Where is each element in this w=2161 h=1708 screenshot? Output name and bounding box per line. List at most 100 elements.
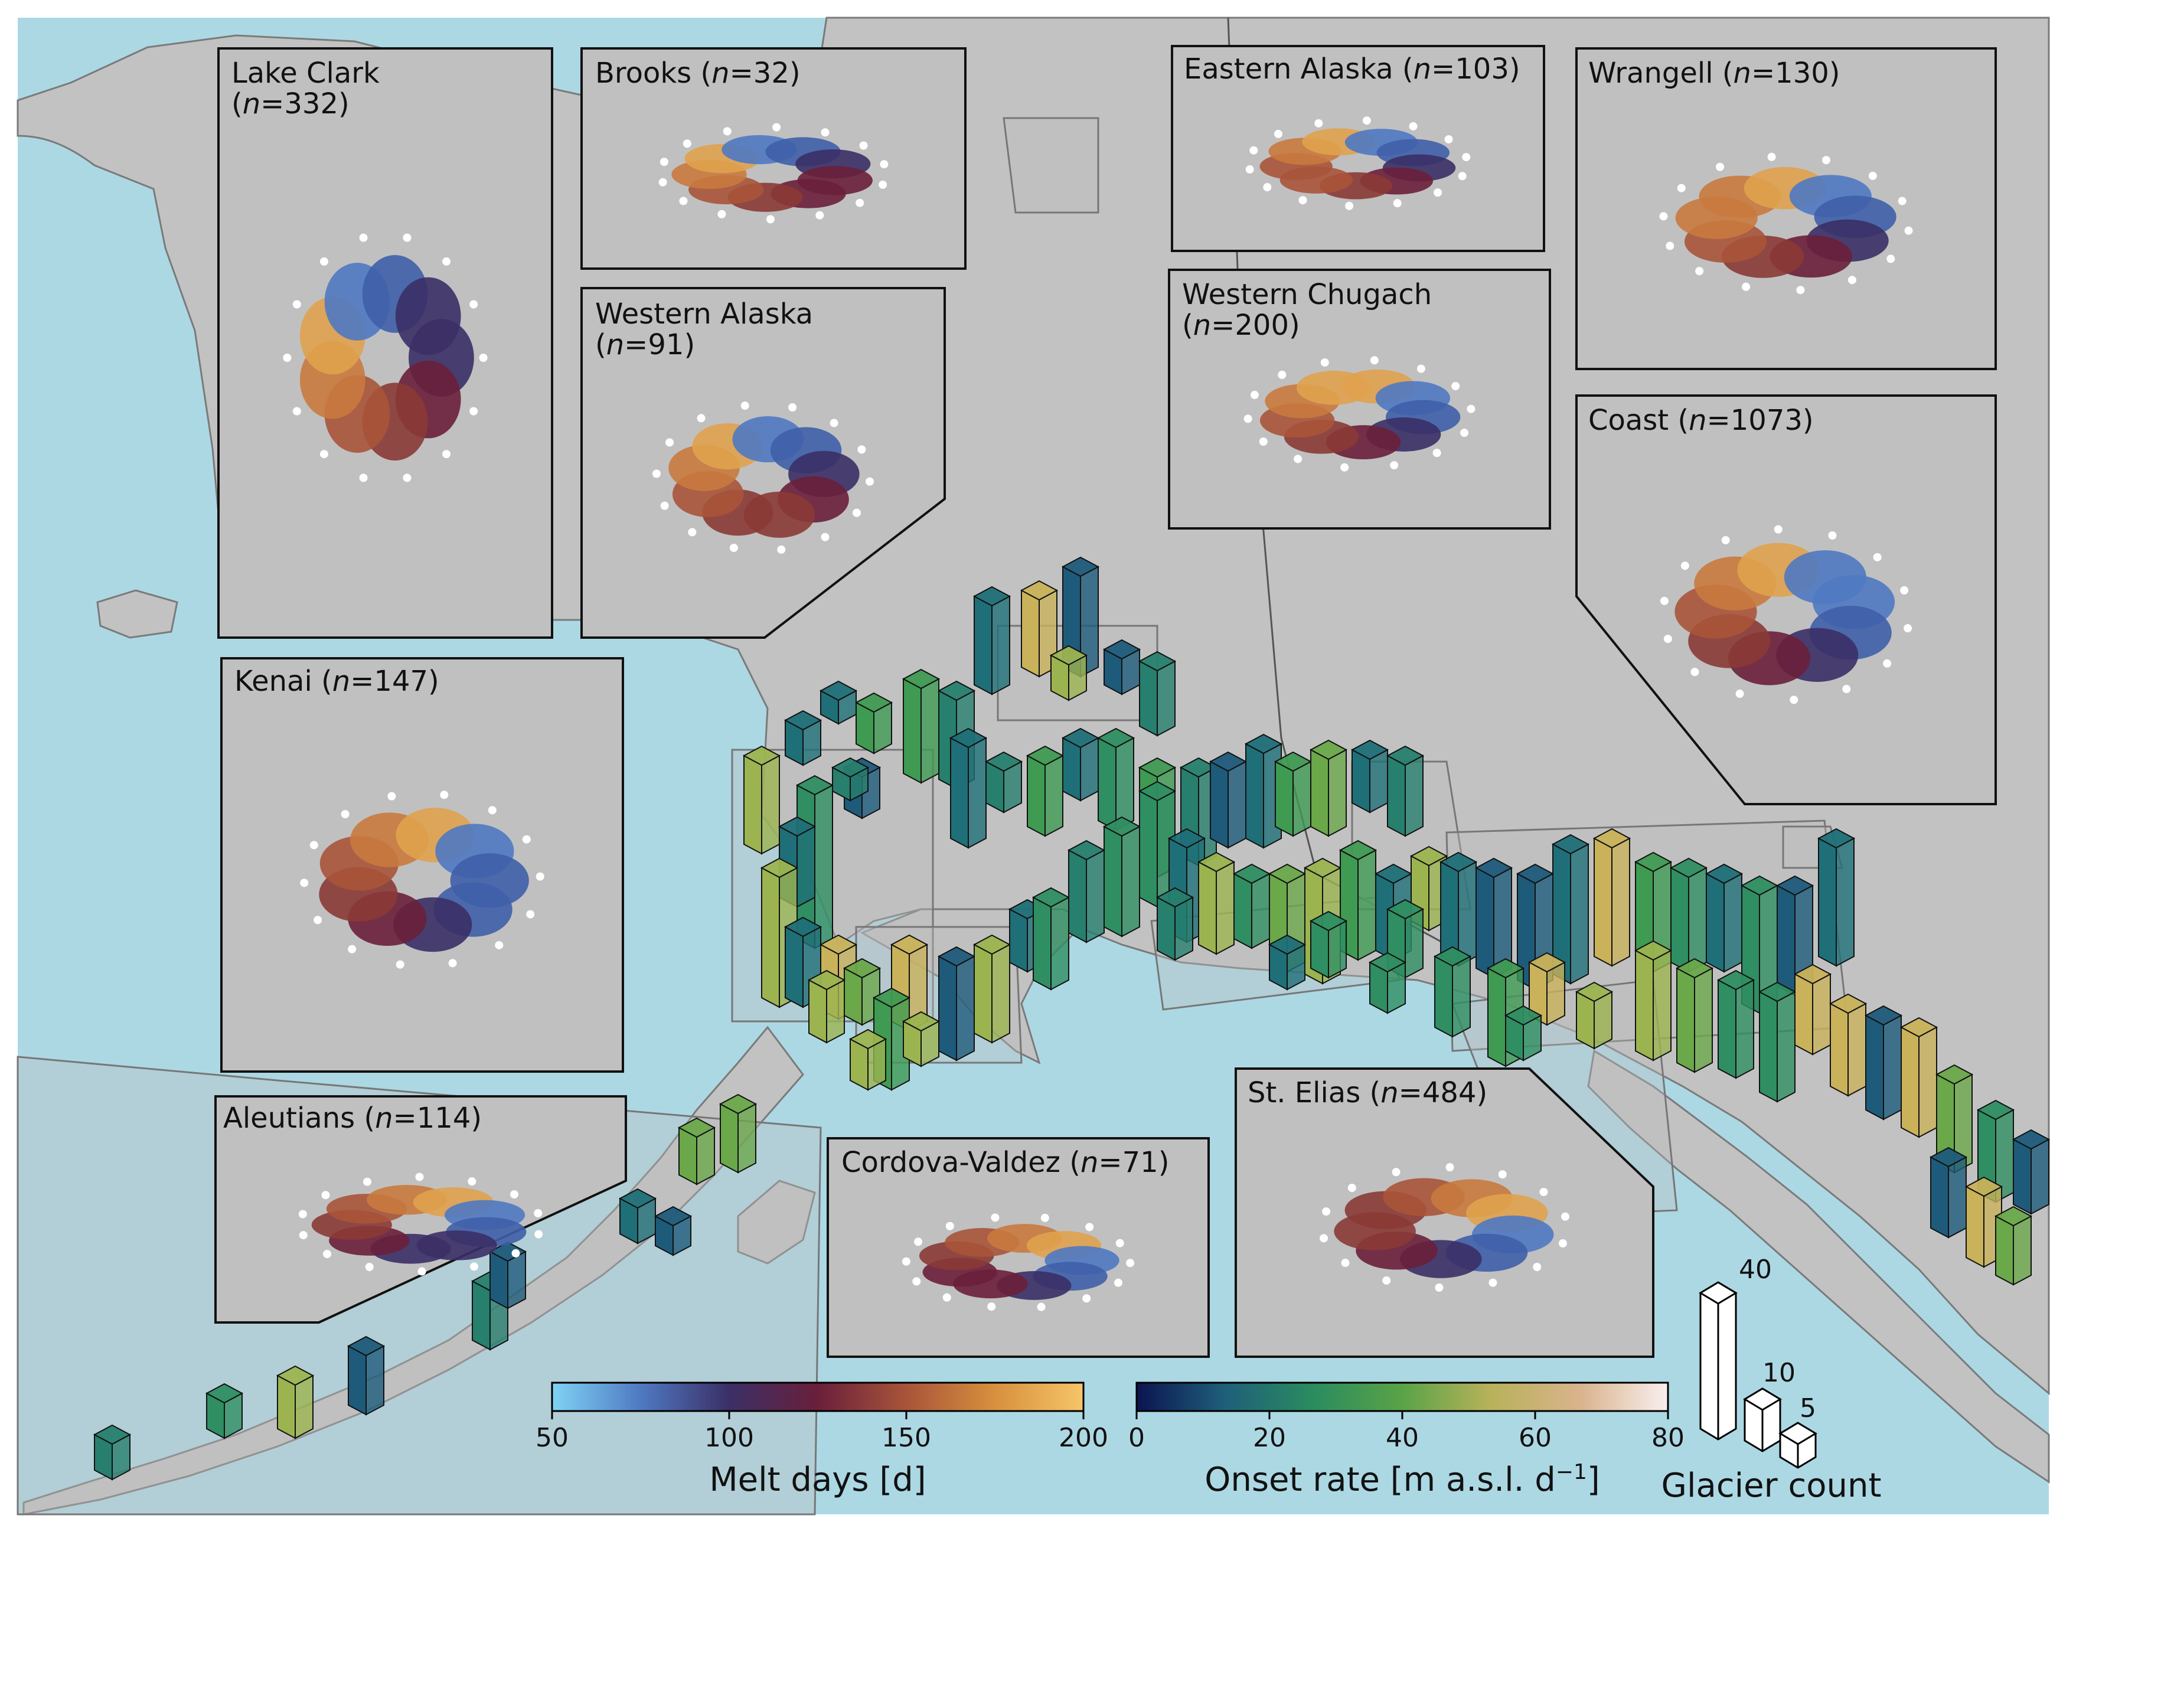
glacier-prism xyxy=(1994,1206,2033,1286)
inset-frame xyxy=(217,47,553,639)
glacier-outline xyxy=(1115,1239,1124,1247)
glacier-outline xyxy=(365,1262,374,1271)
glacier-outline xyxy=(729,543,738,552)
glacier-outline xyxy=(319,450,328,459)
glacier-outline xyxy=(415,1173,424,1181)
glacier-outline xyxy=(688,528,697,537)
glacier-outline xyxy=(1297,370,1372,405)
glacier-outline xyxy=(1561,1212,1569,1221)
glacier-prism xyxy=(784,710,822,766)
glacier-outline xyxy=(1245,165,1254,174)
glacier-prism xyxy=(1067,840,1106,943)
glacier-outline xyxy=(1451,381,1460,390)
legend-prism-10 xyxy=(1743,1387,1782,1452)
glacier-outline xyxy=(788,403,797,412)
glacier-prism xyxy=(1309,910,1348,979)
glacier-outline xyxy=(902,1257,910,1266)
legend-value-10: 10 xyxy=(1762,1358,1796,1388)
glacier-prism xyxy=(1155,887,1194,961)
glacier-prism xyxy=(1232,863,1271,949)
glacier-prism xyxy=(205,1383,244,1439)
onset-tick-label: 40 xyxy=(1386,1423,1419,1453)
glacier-outline xyxy=(1341,1259,1350,1268)
glacier-outline xyxy=(1721,535,1730,544)
glacier-prism xyxy=(1026,745,1065,837)
glacier-outline xyxy=(1695,267,1704,276)
glacier-outline xyxy=(348,945,357,953)
glacier-prism xyxy=(1102,816,1141,938)
inset-title: Eastern Alaska (n=103) xyxy=(1184,53,1520,86)
glacier-outline xyxy=(298,1210,307,1219)
glacier-outline xyxy=(777,545,786,554)
inset-brooks: Brooks (n=32) xyxy=(580,47,967,270)
glacier-prism xyxy=(819,680,858,725)
glacier-outline xyxy=(1314,119,1323,128)
melt-tick-label: 50 xyxy=(536,1423,569,1453)
glacier-outline xyxy=(652,469,661,478)
glacier-prism xyxy=(1368,952,1407,1014)
glacier-outline xyxy=(323,1250,332,1259)
onset-tick-label: 0 xyxy=(1128,1423,1145,1453)
glacier-prism xyxy=(902,668,941,784)
glacier-outline xyxy=(1690,668,1699,677)
glacier-outline xyxy=(1298,196,1307,205)
glacier-prism xyxy=(831,757,870,802)
glacier-prism xyxy=(972,586,1011,695)
glacier-outline xyxy=(1393,199,1402,208)
glacier-prism xyxy=(848,1028,887,1091)
glacier-outline xyxy=(387,792,396,801)
glacier-outline xyxy=(991,1213,1000,1222)
glacier-outline xyxy=(1362,116,1371,125)
glacier-prism xyxy=(984,751,1023,814)
glacier-prism xyxy=(1705,863,1744,973)
glacier-prism xyxy=(1197,851,1236,955)
glacier-prism xyxy=(1634,940,1673,1062)
glacier-outline xyxy=(1445,1163,1454,1172)
glacier-outline xyxy=(1082,1294,1091,1303)
onset-tick-label: 80 xyxy=(1651,1423,1685,1453)
glacier-outline xyxy=(665,438,674,447)
glacier-outline xyxy=(1784,550,1866,605)
glacier-outline xyxy=(821,533,830,541)
alaska-peninsula xyxy=(22,1026,804,1516)
glacier-prism xyxy=(1592,828,1631,967)
onset-colorbar-label: Onset rate [m a.s.l. d−1] xyxy=(1204,1460,1599,1499)
glacier-outline xyxy=(536,872,544,881)
glacier-prisms xyxy=(93,556,2051,1481)
glacier-outline xyxy=(1259,437,1268,446)
glacier-outline xyxy=(468,1177,476,1186)
glacier-outline xyxy=(526,910,535,919)
glacier-prism xyxy=(654,1206,693,1256)
glacier-prism xyxy=(902,1011,941,1067)
glacier-prism xyxy=(1758,981,1797,1103)
glacier-outline xyxy=(1126,1259,1135,1268)
glacier-prism xyxy=(1274,751,1313,837)
glacier-outline xyxy=(1790,695,1798,704)
glacier-prism xyxy=(1061,727,1100,802)
glacier-outline xyxy=(1249,146,1258,155)
melt-days-colorbar: 50 100 150 200 Melt days [d] xyxy=(536,1382,1108,1499)
glacier-prism xyxy=(93,1424,132,1481)
glacier-prism xyxy=(1775,875,1814,997)
inset-kenai: Kenai (n=147) xyxy=(220,657,624,1073)
glacier-prism xyxy=(1716,969,1755,1079)
glacier-outline xyxy=(1250,390,1259,399)
onset-tick-label: 20 xyxy=(1253,1423,1286,1453)
glacier-outline xyxy=(821,128,830,137)
glacier-outline xyxy=(363,1177,372,1186)
glacier-outline xyxy=(1904,226,1913,235)
glacier-outline xyxy=(417,1267,426,1276)
glacier-outline xyxy=(1898,197,1907,205)
kodiak-island xyxy=(737,1180,816,1265)
melt-colorbar-label: Melt days [d] xyxy=(709,1461,926,1499)
inset-eastern-alaska: Eastern Alaska (n=103) xyxy=(1171,45,1545,252)
glacier-outline xyxy=(1467,404,1476,413)
glacier-outline xyxy=(723,127,732,136)
legend-prism-40 xyxy=(1699,1281,1738,1441)
glacier-outline xyxy=(1821,156,1830,165)
glacier-outline xyxy=(341,810,350,819)
glacier-prism xyxy=(1675,958,1714,1073)
glacier-outline xyxy=(743,491,815,538)
glacier-outline xyxy=(396,960,404,969)
